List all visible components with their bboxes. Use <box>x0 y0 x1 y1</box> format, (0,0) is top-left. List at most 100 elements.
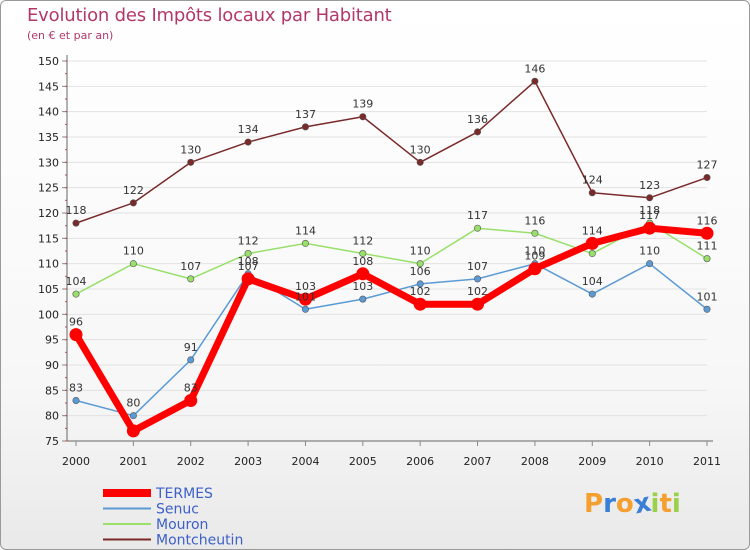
legend-label-mouron: Mouron <box>156 517 208 533</box>
data-label-senuc-2010: 110 <box>639 245 660 258</box>
y-tick-label-110: 110 <box>38 258 59 271</box>
legend-label-montcheutin: Montcheutin <box>156 533 243 549</box>
y-tick-label-115: 115 <box>38 232 59 245</box>
x-tick-label-2004: 2004 <box>291 455 319 468</box>
data-label-senuc-2002: 91 <box>184 341 198 354</box>
data-label-senuc-2011: 101 <box>697 290 718 303</box>
y-tick-label-140: 140 <box>38 106 59 119</box>
data-label-mouron-2004: 114 <box>295 224 316 237</box>
data-label-senuc-2005: 103 <box>352 280 373 293</box>
data-label-mouron-2007: 117 <box>467 209 488 222</box>
point-termes-2004 <box>298 292 312 306</box>
point-montcheutin-2001 <box>129 199 137 207</box>
point-mouron-2004 <box>301 239 309 247</box>
point-montcheutin-2009 <box>588 189 596 197</box>
point-termes-2008 <box>528 262 542 276</box>
point-senuc-2004 <box>301 305 309 313</box>
point-termes-2009 <box>585 236 599 250</box>
point-montcheutin-2000 <box>72 219 80 227</box>
point-senuc-2011 <box>703 305 711 313</box>
data-label-mouron-2005: 112 <box>352 235 373 248</box>
y-tick-label-90: 90 <box>45 359 59 372</box>
x-tick-label-2007: 2007 <box>464 455 492 468</box>
series-line-montcheutin <box>75 80 708 224</box>
data-label-termes-2011: 116 <box>697 214 718 227</box>
axes: 75 80 85 90 95 100 105 110 115 120 125 130 135 140 145… <box>38 55 721 468</box>
point-termes-2007 <box>471 297 485 311</box>
x-tick-label-2002: 2002 <box>177 455 205 468</box>
data-label-montcheutin-2011: 127 <box>697 159 718 172</box>
point-montcheutin-2008 <box>531 77 539 85</box>
point-senuc-2000 <box>72 396 80 404</box>
x-tick-label-2003: 2003 <box>234 455 262 468</box>
y-tick-label-80: 80 <box>45 410 59 423</box>
point-mouron-2011 <box>703 255 711 263</box>
point-montcheutin-2004 <box>301 123 309 131</box>
legend-label-termes: TERMES <box>155 486 213 502</box>
data-label-senuc-2003: 108 <box>238 255 259 268</box>
data-label-senuc-2004: 101 <box>295 290 316 303</box>
data-label-montcheutin-2007: 136 <box>467 113 488 126</box>
logo-letter: i <box>671 489 681 519</box>
point-mouron-2008 <box>531 229 539 237</box>
legend-label-senuc: Senuc <box>156 502 199 518</box>
data-label-mouron-2011: 111 <box>697 240 718 253</box>
point-termes-2003 <box>241 272 255 286</box>
point-montcheutin-2002 <box>187 158 195 166</box>
point-senuc-2007 <box>474 275 482 283</box>
logo-letter: r <box>603 489 616 519</box>
y-tick-label-105: 105 <box>38 283 59 296</box>
point-senuc-2001 <box>129 412 137 420</box>
x-tick-label-2008: 2008 <box>521 455 549 468</box>
data-label-senuc-2008: 110 <box>524 245 545 258</box>
data-label-termes-2003: 107 <box>238 260 259 273</box>
x-tick-label-2000: 2000 <box>62 455 90 468</box>
point-mouron-2006 <box>416 260 424 268</box>
y-tick-label-85: 85 <box>45 384 59 397</box>
data-label-montcheutin-2009: 124 <box>582 174 603 187</box>
y-tick-label-145: 145 <box>38 80 59 93</box>
data-label-mouron-2003: 112 <box>238 235 259 248</box>
point-mouron-2007 <box>474 224 482 232</box>
data-label-montcheutin-2000: 118 <box>66 204 87 217</box>
data-label-montcheutin-2001: 122 <box>123 184 144 197</box>
logo-letter: i <box>650 489 660 519</box>
data-label-termes-2000: 96 <box>69 316 83 329</box>
y-tick-label-120: 120 <box>38 207 59 220</box>
data-label-senuc-2009: 104 <box>582 275 603 288</box>
data-label-senuc-2001: 80 <box>126 397 140 410</box>
y-tick-label-75: 75 <box>45 435 59 448</box>
y-tick-label-125: 125 <box>38 182 59 195</box>
data-label-termes-2006: 102 <box>410 285 431 298</box>
x-tick-label-2011: 2011 <box>693 455 721 468</box>
point-mouron-2003 <box>244 250 252 258</box>
data-label-termes-2010: 117 <box>639 209 660 222</box>
data-label-mouron-2001: 110 <box>123 245 144 258</box>
point-termes-2000 <box>69 328 83 342</box>
data-label-montcheutin-2003: 134 <box>238 123 259 136</box>
chart-subtitle: (en € et par an) <box>27 29 114 42</box>
x-tick-label-2005: 2005 <box>349 455 377 468</box>
point-mouron-2002 <box>187 275 195 283</box>
point-senuc-2006 <box>416 280 424 288</box>
series-line-termes <box>72 224 711 435</box>
point-termes-2006 <box>413 297 427 311</box>
data-label-montcheutin-2008: 146 <box>524 62 545 75</box>
point-senuc-2010 <box>646 260 654 268</box>
series-line-mouron <box>75 222 708 295</box>
point-termes-2002 <box>184 393 198 407</box>
y-tick-label-100: 100 <box>38 308 59 321</box>
logo-letter: t <box>659 489 672 519</box>
data-label-termes-2007: 102 <box>467 285 488 298</box>
point-senuc-2005 <box>359 295 367 303</box>
y-tick-label-95: 95 <box>45 334 59 347</box>
logo-letter: P <box>584 489 604 519</box>
x-tick-label-2006: 2006 <box>406 455 434 468</box>
point-montcheutin-2003 <box>244 138 252 146</box>
data-label-senuc-2000: 83 <box>69 381 83 394</box>
data-label-montcheutin-2010: 123 <box>639 179 660 192</box>
data-label-mouron-2006: 110 <box>410 245 431 258</box>
